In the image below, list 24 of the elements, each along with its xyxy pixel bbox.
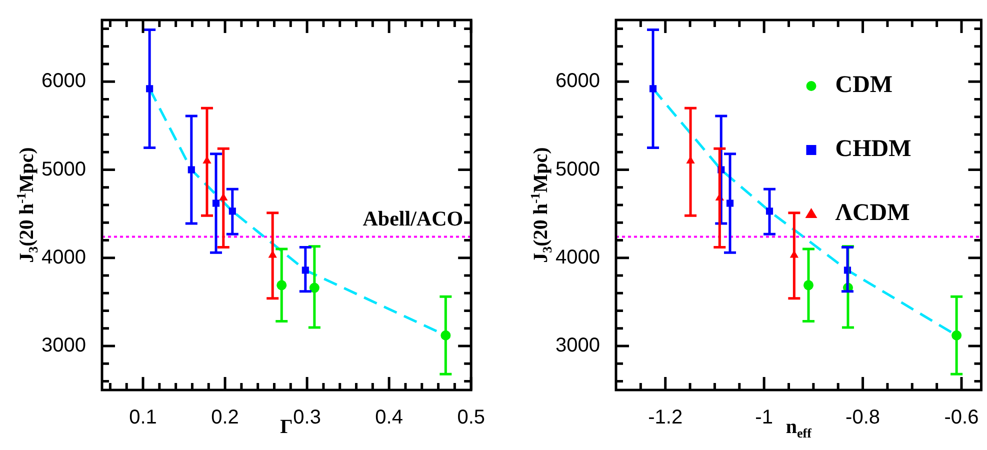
legend-label: CHDM xyxy=(835,136,912,162)
x-tick-label: 0.1 xyxy=(129,406,157,429)
legend-label: ΛCDM xyxy=(835,200,910,226)
y-tick-label: 3000 xyxy=(556,334,600,356)
x-tick-label: -0.8 xyxy=(846,406,880,429)
x-tick-label: 0.4 xyxy=(375,406,403,429)
x-tick-label: -0.6 xyxy=(944,406,979,429)
x-axis-title: Γ xyxy=(280,416,293,438)
y-tick-label: 6000 xyxy=(556,70,600,92)
ref-line-label: Abell/ACO xyxy=(362,206,464,231)
x-tick-label: 0.5 xyxy=(457,406,486,429)
y-tick-label: 6000 xyxy=(42,70,86,92)
x-tick-label: 0.3 xyxy=(293,406,321,429)
y-tick-label: 4000 xyxy=(42,246,86,268)
x-tick-label: 0.2 xyxy=(211,406,239,429)
y-tick-label: 3000 xyxy=(42,334,86,356)
y-tick-label: 4000 xyxy=(556,246,600,268)
y-axis-title: J3(20 h-1Mpc) xyxy=(13,147,40,263)
y-tick-label: 5000 xyxy=(42,158,86,180)
legend-label: CDM xyxy=(835,72,893,98)
y-axis-title: J3(20 h-1Mpc) xyxy=(527,147,554,263)
x-tick-label: -1.2 xyxy=(648,406,683,429)
y-tick-label: 5000 xyxy=(556,158,600,180)
x-tick-label: -1 xyxy=(755,406,773,429)
